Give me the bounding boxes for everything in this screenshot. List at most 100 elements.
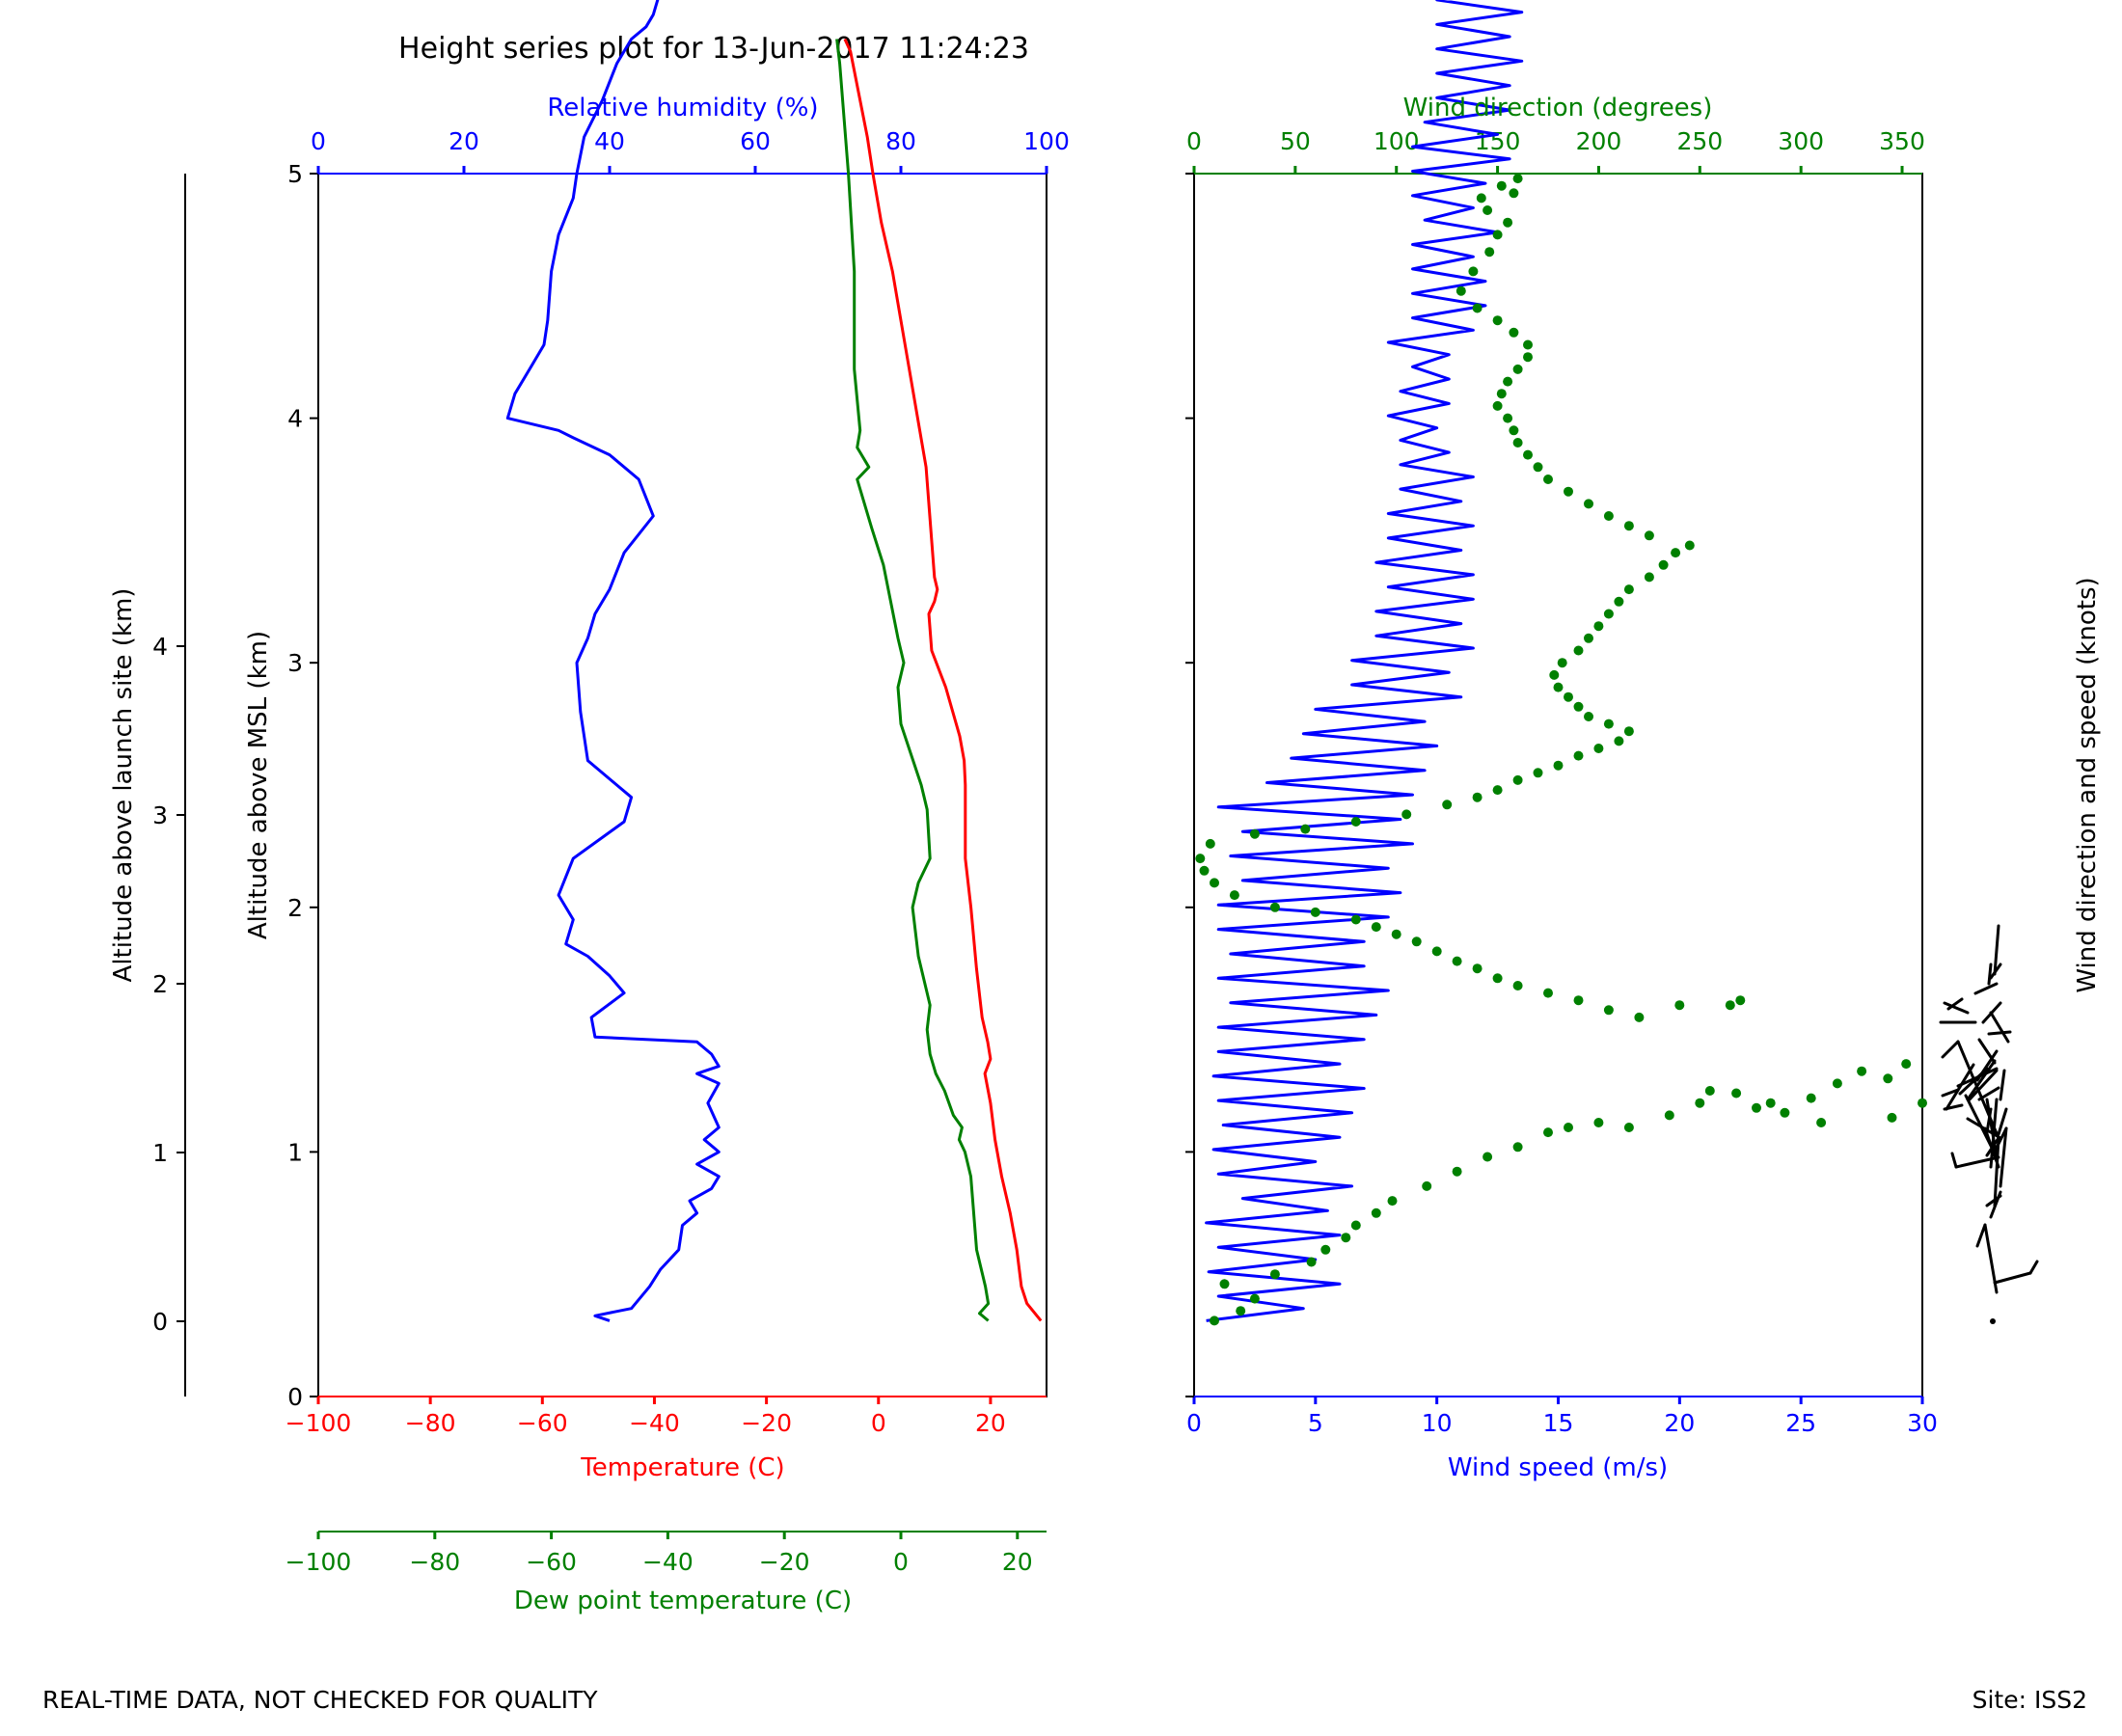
temperature-tick-label: −80 [405,1409,456,1437]
wind-direction-point [1557,658,1567,668]
wind-direction-point [1887,1112,1897,1123]
wind-direction-point [1918,1098,1927,1108]
wind-direction-point [1543,988,1553,998]
wind-barb-staff [1945,1063,1975,1111]
wind-barb-flag [1941,1040,1960,1059]
launch-tick-label: 4 [152,633,168,661]
wind-direction-point [1512,1142,1523,1153]
msl-tick-label: 4 [287,405,303,433]
wind-barb-staff [1977,1038,1997,1065]
wind-direction-point [1603,609,1614,619]
wind-direction-point [1320,1244,1331,1255]
wind-direction-point [1496,389,1507,399]
msl-tick-label: 1 [287,1138,303,1166]
dewpoint-tick-label: −60 [526,1548,577,1576]
launch-tick-label: 1 [152,1139,168,1167]
wind-direction-point [1483,1152,1493,1162]
wind-barb-staff [1993,1271,2032,1285]
wind-speed-tick-label: 5 [1308,1409,1323,1437]
msl-tick-label: 3 [287,649,303,677]
wind-direction-point [1533,462,1543,473]
wind-direction-point [1664,1110,1674,1121]
wind-barb-flag [1975,1223,1987,1248]
wind-barb-staff [1987,1030,2012,1036]
wind-direction-point [1549,669,1560,680]
wind-direction-tick-label: 350 [1879,127,1925,155]
wind-direction-point [1704,1086,1715,1096]
wind-direction-point [1472,303,1483,313]
wind-direction-point [1350,914,1361,925]
wind-direction-point [1543,1127,1553,1138]
wind-direction-point [1199,865,1210,876]
wind-direction-point [1269,902,1280,912]
wind-direction-point [1229,890,1239,901]
wind-direction-point [1300,824,1311,834]
wind-direction-point [1512,981,1523,990]
wind-direction-point [1512,364,1523,374]
wind-direction-point [1623,584,1634,595]
rh-tick-label: 40 [594,127,625,155]
wind-barbs [1939,924,2039,1324]
wind-direction-point [1310,907,1320,917]
temperature-tick-label: 0 [871,1409,886,1437]
wind-direction-point [1483,205,1493,215]
wind-direction-point [1584,712,1593,721]
rh-tick-label: 60 [740,127,771,155]
launch-tick-label: 0 [152,1308,168,1336]
quality-disclaimer: REAL-TIME DATA, NOT CHECKED FOR QUALITY [42,1686,598,1714]
temperature-line [843,38,1043,1322]
wind-direction-point [1603,511,1614,521]
wind-speed-axis-label: Wind speed (m/s) [1448,1453,1668,1482]
wind-barbs-panel: Wind direction and speed (knots) [1939,577,2102,1324]
wind-direction-point [1614,736,1624,746]
wind-direction-point [1492,973,1503,984]
temperature-tick-label: −40 [629,1409,680,1437]
wind-direction-point [1832,1078,1842,1089]
wind-direction-point [1573,750,1584,761]
wind-barb-staff [1983,1223,1999,1294]
msl-tick-label: 0 [287,1383,303,1411]
wind-direction-point [1523,449,1533,460]
wind-direction-point [1593,1118,1604,1127]
wind-direction-tick-label: 100 [1374,127,1420,155]
launch-tick-label: 2 [152,970,168,998]
wind-speed-tick-label: 15 [1543,1409,1574,1437]
dewpoint-line [835,39,991,1322]
wind-direction-point [1350,1220,1361,1231]
wind-direction-point [1512,174,1523,184]
wind-direction-point [1725,1000,1735,1011]
wind-direction-point [1350,817,1361,827]
wind-barb-staff [1997,1107,2008,1136]
wind-direction-point [1533,768,1543,778]
wind-direction-point [1883,1073,1893,1084]
launch-axis-label: Altitude above launch site (km) [109,588,138,983]
wind-barb-staff [1985,1098,1999,1159]
wind-direction-point [1371,922,1381,933]
wind-barb-staff [1981,1001,2002,1024]
wind-direction-point [1658,559,1669,570]
wind-direction-point [1509,188,1519,199]
wind-direction-point [1472,792,1483,802]
wind-barb-staff [1966,1059,1997,1101]
wind-direction-point [1816,1118,1827,1127]
wind-direction-tick-label: 0 [1186,127,1202,155]
wind-direction-point [1584,633,1593,643]
rh-tick-label: 80 [885,127,916,155]
wind-barb-staff [1956,1067,1999,1088]
wind-panel: 0 5 10 15 20 25 300 50 100 150 200 250 300 350 Wind d… [1185,0,1938,1482]
wind-speed-line [1205,0,1524,1322]
wind-barbs-label: Wind direction and speed (knots) [2073,577,2102,992]
launch-tick-label: 3 [152,801,168,829]
wind-direction-point [1492,400,1503,411]
wind-axis-ticks: 0 5 10 15 20 25 300 50 100 150 200 250 300 350 [1185,127,1938,1437]
wind-barb-staff [1989,1011,2010,1044]
wind-direction-point [1543,475,1553,484]
wind-barb-flag [1950,1152,1958,1169]
wind-direction-point [1523,352,1533,363]
dewpoint-tick-label: −100 [286,1548,352,1576]
wind-direction-point [1468,266,1479,277]
wind-barb-staff [1975,1049,1999,1082]
wind-direction-point [1401,809,1412,820]
